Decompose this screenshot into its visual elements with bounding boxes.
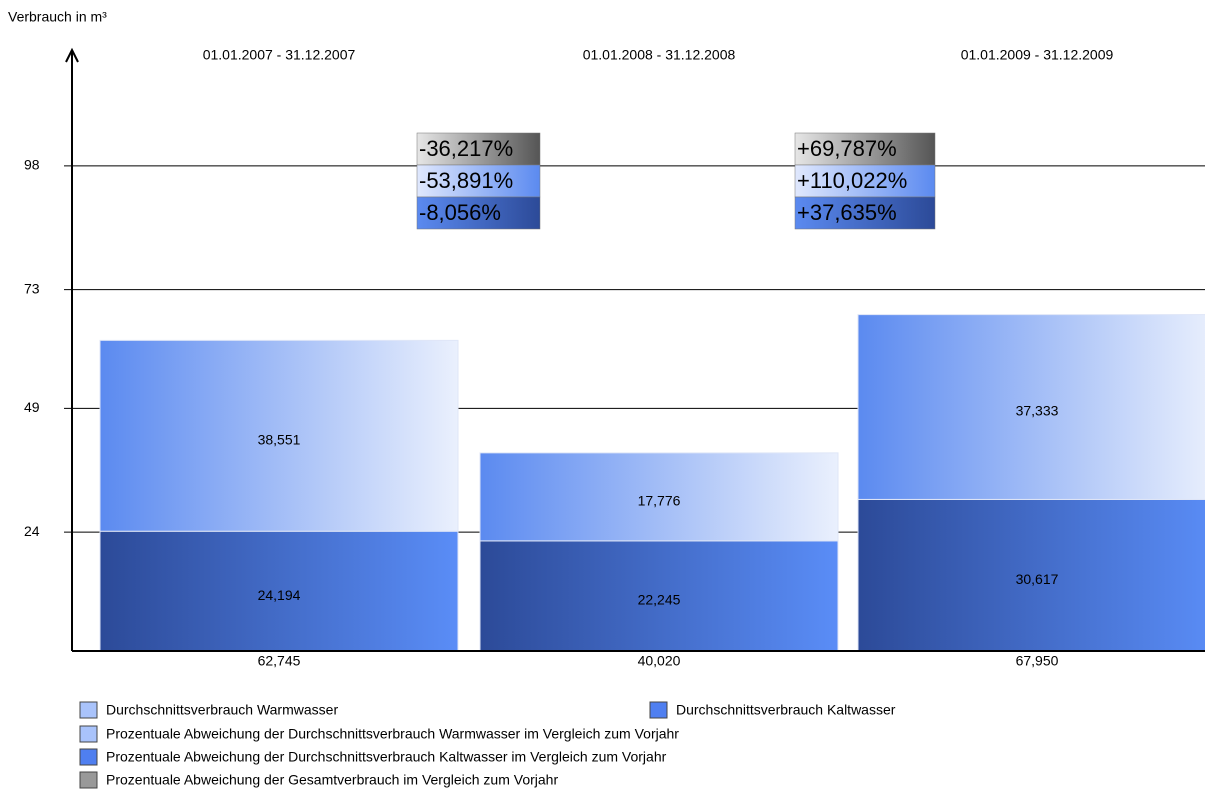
y-tick-label: 73 [24, 280, 40, 296]
deviation-label: -53,891% [419, 168, 513, 193]
deviation-box [416, 196, 541, 230]
deviation-label: -8,056% [419, 200, 501, 225]
deviation-label: +69,787% [797, 136, 897, 161]
legend-swatch [79, 725, 98, 743]
deviation-box [794, 164, 936, 198]
deviation-box [794, 196, 936, 230]
value-label: 37,333 [1016, 403, 1059, 419]
y-axis-arrow [65, 47, 79, 63]
value-label: 30,617 [1016, 571, 1059, 587]
category-label: 01.01.2009 - 31.12.2009 [961, 47, 1114, 63]
y-tick-label: 24 [24, 523, 40, 539]
deviation-label: +37,635% [797, 200, 897, 225]
category-label: 01.01.2008 - 31.12.2008 [583, 47, 736, 63]
legend-label: Durchschnittsverbrauch Kaltwasser [676, 702, 896, 718]
legend-label: Prozentuale Abweichung der Durchschnitts… [106, 749, 667, 765]
legend-swatch [649, 701, 668, 719]
bar-segment [857, 498, 1205, 652]
legend-swatch [79, 701, 98, 719]
bar-segment [479, 540, 839, 652]
value-label: 17,776 [638, 493, 681, 509]
axis-title: Verbrauch in m³ [8, 9, 107, 25]
legend-label: Prozentuale Abweichung der Durchschnitts… [106, 726, 679, 742]
y-tick-label: 98 [24, 157, 40, 173]
bar-segment [857, 314, 1205, 500]
legend-swatch [79, 771, 98, 789]
value-label: 24,194 [258, 587, 301, 603]
value-label: 22,245 [638, 592, 681, 608]
total-label: 62,745 [258, 653, 301, 669]
y-tick-label: 49 [24, 399, 40, 415]
bar-segment [99, 530, 459, 652]
deviation-label: +110,022% [797, 168, 907, 193]
bar-segment [479, 452, 839, 542]
category-label: 01.01.2007 - 31.12.2007 [203, 47, 356, 63]
total-label: 67,950 [1016, 653, 1059, 669]
legend-label: Prozentuale Abweichung der Gesamtverbrau… [106, 772, 558, 788]
value-label: 38,551 [258, 432, 301, 448]
deviation-box [416, 164, 541, 198]
deviation-label: -36,217% [419, 136, 513, 161]
total-label: 40,020 [638, 653, 681, 669]
bar-segment [99, 339, 459, 532]
legend-swatch [79, 748, 98, 766]
deviation-box [794, 132, 936, 166]
legend-label: Durchschnittsverbrauch Warmwasser [106, 702, 338, 718]
